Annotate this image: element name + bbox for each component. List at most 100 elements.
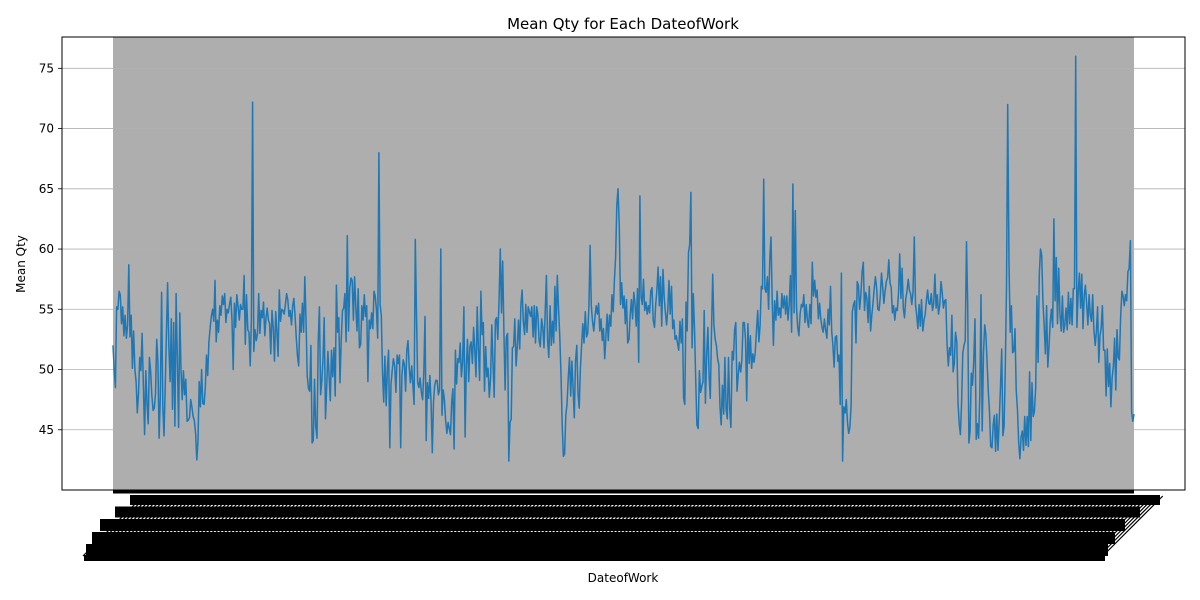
x-tick-label — [843, 495, 905, 557]
x-tick-label — [716, 495, 778, 557]
x-tick-label — [308, 495, 370, 557]
x-tick-label — [891, 495, 952, 557]
x-tick-label — [184, 495, 246, 557]
x-tick-label — [210, 495, 271, 557]
x-tick-label — [770, 495, 832, 557]
x-tick-label — [953, 495, 1014, 557]
x-tick-label — [938, 495, 1000, 557]
x-tick-label — [151, 495, 213, 557]
x-tick-label — [439, 495, 501, 557]
x-tick-label — [894, 495, 956, 557]
x-tick-label — [1007, 495, 1069, 557]
x-tick-label — [177, 495, 239, 557]
x-tick-label — [865, 495, 927, 557]
x-tick-label — [774, 495, 836, 557]
x-tick-label-band — [84, 555, 1105, 561]
x-tick-label — [967, 495, 1029, 557]
x-tick-label — [261, 495, 322, 557]
x-tick-label — [596, 495, 657, 557]
x-tick-label — [388, 495, 450, 557]
x-tick-label — [730, 495, 792, 557]
x-tick-label — [111, 495, 173, 557]
x-tick-label — [632, 495, 694, 557]
x-tick-label — [508, 495, 570, 557]
x-tick-label — [366, 495, 428, 557]
x-tick-label — [483, 495, 545, 557]
x-tick-label — [290, 495, 352, 557]
y-tick-label: 50 — [39, 363, 54, 377]
x-tick-label — [832, 495, 894, 557]
x-tick-label — [585, 495, 647, 557]
x-tick-label — [829, 495, 891, 557]
x-tick-label — [355, 495, 417, 557]
x-tick-label — [341, 495, 403, 557]
x-tick-label — [574, 495, 636, 557]
x-tick-label — [191, 495, 253, 557]
x-tick-label — [916, 495, 978, 557]
x-tick-label — [792, 495, 854, 557]
x-tick-label — [712, 495, 774, 557]
x-tick-label — [734, 495, 796, 557]
x-tick-label — [133, 495, 195, 557]
x-tick-label — [876, 495, 938, 557]
x-tick-label — [82, 495, 144, 557]
x-tick-label — [545, 495, 606, 557]
x-tick-label — [159, 495, 220, 557]
x-tick-label — [749, 495, 810, 557]
x-tick-label — [902, 495, 963, 557]
x-tick-label — [989, 495, 1051, 557]
x-tick-label — [556, 495, 617, 557]
x-tick-label — [658, 495, 719, 557]
x-tick-label — [836, 495, 898, 557]
x-tick-label — [148, 495, 209, 557]
x-tick-label — [250, 495, 311, 557]
x-tick-label — [169, 495, 231, 557]
x-tick-label — [927, 495, 989, 557]
x-tick-label — [224, 495, 286, 557]
x-tick-label — [446, 495, 508, 557]
x-tick-label — [140, 495, 202, 557]
x-tick-label — [312, 495, 373, 557]
x-tick-label — [410, 495, 472, 557]
x-tick-label — [985, 495, 1047, 557]
x-tick-label — [636, 495, 698, 557]
y-axis-label: Mean Qty — [14, 235, 28, 293]
x-tick-label — [464, 495, 526, 557]
x-tick-label — [392, 495, 454, 557]
x-tick-label — [377, 495, 439, 557]
x-tick-label — [650, 495, 712, 557]
x-tick-label — [617, 495, 679, 557]
x-tick-label — [271, 495, 333, 557]
x-tick-label — [1076, 495, 1138, 557]
x-tick-label — [701, 495, 763, 557]
x-tick-label — [956, 495, 1018, 557]
x-tick-label — [100, 495, 162, 557]
x-tick-label — [515, 495, 577, 557]
x-tick-label — [199, 495, 260, 557]
x-tick-label — [235, 495, 297, 557]
x-tick-label — [239, 495, 301, 557]
x-tick-label — [883, 495, 945, 557]
x-tick-label — [363, 495, 424, 557]
x-tick-label — [373, 495, 435, 557]
x-tick-label — [86, 495, 148, 557]
x-tick-label — [960, 495, 1022, 557]
x-tick-label — [173, 495, 235, 557]
x-tick-label — [104, 495, 166, 557]
x-tick-label — [228, 495, 290, 557]
x-tick-label — [869, 495, 931, 557]
x-tick-label — [647, 495, 708, 557]
x-tick-label — [872, 495, 934, 557]
x-tick-label — [665, 495, 727, 557]
x-tick-label — [603, 495, 665, 557]
x-tick-label — [359, 495, 421, 557]
x-tick-label — [625, 495, 687, 557]
x-tick-label — [1084, 495, 1145, 557]
x-tick-label — [322, 495, 384, 557]
x-tick-label — [614, 495, 676, 557]
x-tick-label — [785, 495, 847, 557]
x-tick-label — [432, 495, 494, 557]
x-tick-label — [1087, 495, 1149, 557]
x-tick-label — [676, 495, 738, 557]
